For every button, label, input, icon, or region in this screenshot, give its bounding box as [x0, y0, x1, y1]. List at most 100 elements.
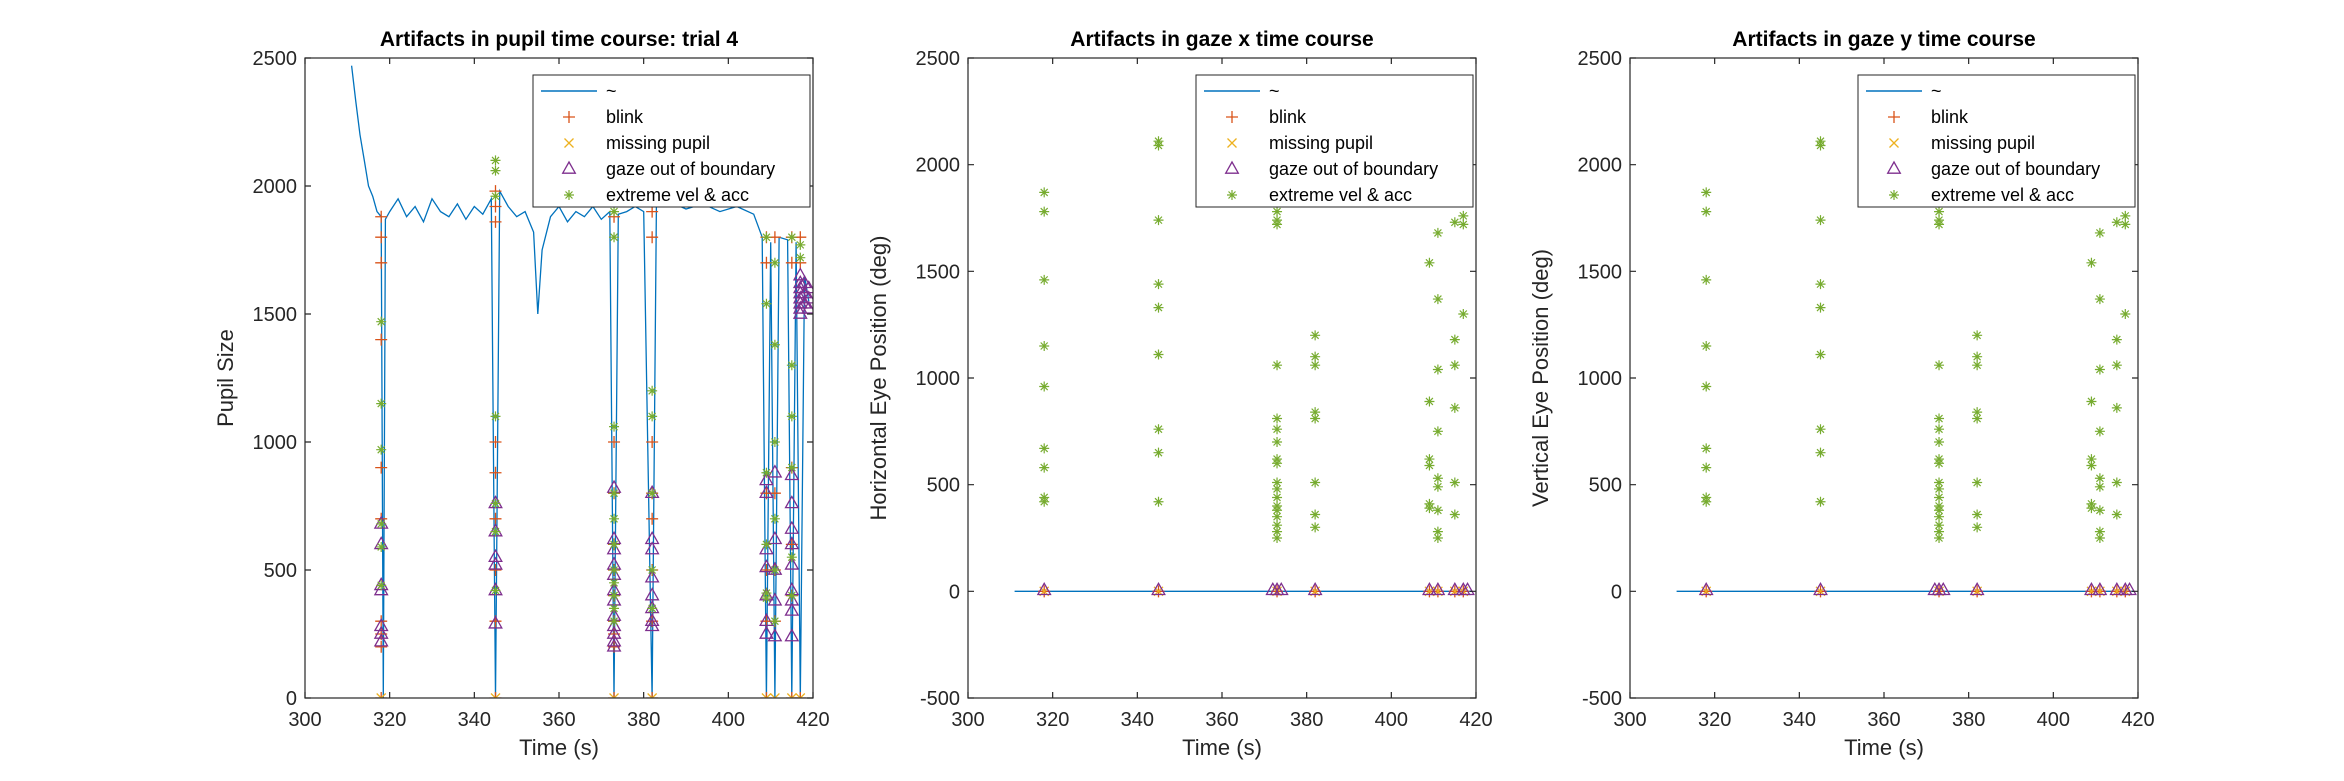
y-tick-label: 2000 — [253, 176, 298, 198]
marker-plus-6 — [375, 615, 388, 628]
legend-label: missing pupil — [1931, 133, 2035, 153]
marker-triangle-52 — [784, 602, 800, 616]
marker-star-55 — [1432, 481, 1443, 492]
marker-star-3 — [376, 518, 387, 529]
y-tick-label: 500 — [1589, 475, 1622, 497]
marker-star-45 — [1424, 396, 1435, 407]
marker-star-30 — [761, 232, 772, 243]
marker-triangle-8 — [2109, 581, 2125, 596]
marker-star-52 — [1432, 364, 1443, 375]
marker-star-39 — [1972, 407, 1983, 418]
y-tick-label: -500 — [920, 688, 960, 710]
marker-star-21 — [1272, 360, 1283, 371]
marker-star-32 — [1934, 511, 1945, 522]
marker-star-31 — [1272, 505, 1283, 516]
legend-label: ~ — [1931, 81, 1942, 101]
marker-star-13 — [1153, 302, 1164, 313]
marker-star-46 — [1424, 454, 1435, 465]
marker-plus-31 — [646, 231, 659, 244]
marker-star-43 — [1972, 522, 1983, 533]
marker-star-17 — [609, 488, 620, 499]
marker-star-10 — [490, 498, 501, 509]
marker-star-8 — [490, 191, 501, 202]
marker-star-33 — [1934, 520, 1945, 531]
marker-triangle-67 — [801, 300, 813, 314]
y-tick-label: 1000 — [1578, 368, 1623, 390]
x-tick-label: 360 — [1205, 709, 1238, 731]
marker-star-12 — [490, 585, 501, 596]
marker-triangle-0 — [1036, 581, 1052, 596]
x-tick-label: 300 — [1613, 709, 1646, 731]
marker-star-45 — [2086, 396, 2097, 407]
marker-cross-5 — [769, 693, 780, 698]
marker-star-26 — [1272, 458, 1283, 469]
marker-star-54 — [1432, 473, 1443, 484]
marker-star-34 — [761, 588, 772, 599]
marker-star-50 — [795, 239, 806, 250]
marker-cross-1 — [490, 693, 501, 698]
marker-triangle-4 — [373, 617, 389, 632]
marker-star-56 — [1432, 505, 1443, 516]
y-axis-label: Pupil Size — [213, 329, 238, 427]
marker-triangle-41 — [767, 530, 783, 545]
marker-cross-0 — [376, 693, 387, 698]
marker-star-69 — [2120, 309, 2131, 319]
legend-label: gaze out of boundary — [606, 159, 775, 179]
marker-star-61 — [1449, 334, 1460, 345]
marker-star-54 — [2094, 473, 2105, 484]
marker-star-11 — [1815, 215, 1826, 226]
marker-star-6 — [490, 155, 501, 166]
legend-label: ~ — [1269, 81, 1280, 101]
legend-marker-cross — [1227, 138, 1237, 148]
marker-triangle-46 — [784, 495, 800, 509]
marker-triangle-22 — [606, 625, 622, 639]
marker-triangle-10 — [488, 556, 503, 570]
legend-marker-star — [1227, 190, 1237, 200]
legend-marker-triangle — [1886, 160, 1902, 174]
marker-star-28 — [647, 565, 658, 575]
marker-star-41 — [1310, 477, 1321, 488]
marker-star-63 — [2111, 402, 2122, 413]
marker-triangle-9 — [488, 548, 503, 563]
marker-star-38 — [1310, 360, 1321, 371]
legend: ~ blink missing pupil gaze out of boundary e… — [532, 74, 811, 208]
x-axis-label: Time (s) — [1844, 735, 1924, 760]
legend-label: missing pupil — [606, 133, 710, 153]
marker-star-53 — [2094, 426, 2105, 437]
marker-triangle-54 — [792, 267, 808, 281]
marker-star-14 — [1815, 349, 1826, 360]
marker-star-49 — [2086, 503, 2097, 514]
marker-plus-9 — [375, 692, 388, 698]
marker-plus-2 — [375, 256, 388, 269]
marker-plus-32 — [646, 436, 659, 448]
x-tick-label: 340 — [458, 709, 491, 731]
marker-triangle-10 — [1460, 581, 1475, 596]
legend: ~ blink missing pupil gaze out of boundary e… — [1195, 74, 1474, 208]
marker-star-35 — [761, 593, 772, 604]
x-tick-label: 360 — [1867, 709, 1900, 731]
y-tick-label: 2500 — [916, 48, 961, 70]
marker-star-6 — [1701, 462, 1712, 473]
marker-star-11 — [490, 526, 501, 537]
marker-triangle-4 — [1273, 581, 1289, 596]
marker-star-2 — [1701, 274, 1712, 285]
marker-triangle-6 — [2084, 581, 2099, 596]
marker-star-10 — [1815, 140, 1826, 151]
marker-triangle-4 — [1935, 581, 1951, 596]
marker-plus-53 — [785, 692, 798, 698]
marker-star-18 — [609, 513, 620, 524]
marker-star-18 — [1934, 206, 1945, 217]
marker-star-44 — [786, 360, 797, 371]
marker-star-50 — [1432, 227, 1443, 238]
marker-triangle-12 — [488, 615, 503, 629]
marker-star-68 — [2120, 219, 2131, 230]
marker-star-3 — [1701, 341, 1712, 351]
marker-star-60 — [2111, 217, 2122, 228]
y-tick-label: 2000 — [916, 155, 961, 177]
marker-star-45 — [786, 411, 797, 422]
marker-star-24 — [609, 616, 620, 627]
marker-triangle-53 — [784, 628, 800, 642]
marker-triangle-7 — [2092, 581, 2108, 596]
chart-panel-2: 300 320 340 360 380 400 420 -500 0 500 1000 1500 200… — [866, 28, 1493, 760]
